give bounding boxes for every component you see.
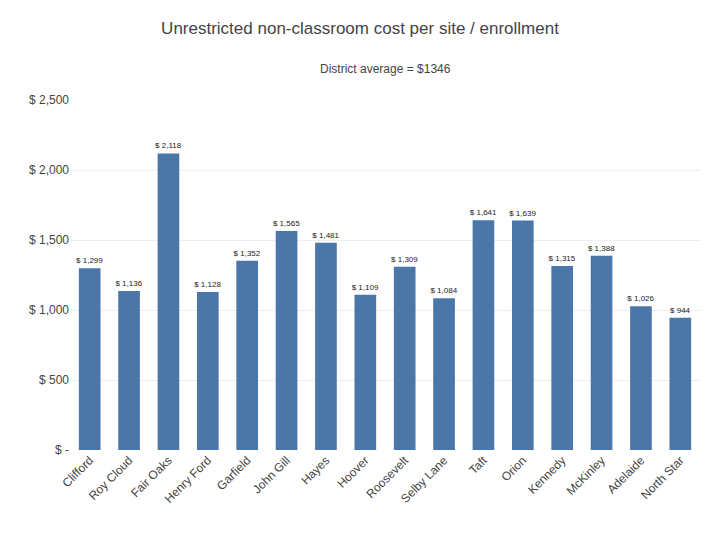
svg-text:$ 1,500: $ 1,500: [29, 233, 69, 247]
svg-text:$ -: $ -: [55, 443, 69, 457]
svg-text:$ 1,026: $ 1,026: [627, 294, 654, 303]
svg-text:$ 1,309: $ 1,309: [391, 255, 418, 264]
svg-text:Roosevelt: Roosevelt: [363, 453, 411, 501]
svg-text:$ 1,388: $ 1,388: [588, 244, 615, 253]
svg-text:North Star: North Star: [638, 453, 687, 502]
svg-text:$ 2,118: $ 2,118: [155, 141, 182, 150]
svg-text:Orion: Orion: [499, 453, 530, 484]
svg-text:$ 1,299: $ 1,299: [76, 256, 103, 265]
svg-text:Hayes: Hayes: [298, 453, 332, 487]
svg-text:Kennedy: Kennedy: [525, 453, 568, 496]
svg-text:Selby Lane: Selby Lane: [398, 453, 451, 506]
svg-text:John Gill: John Gill: [250, 453, 293, 496]
svg-text:Adelaide: Adelaide: [604, 453, 647, 496]
svg-text:Clifford: Clifford: [59, 453, 96, 490]
svg-text:Garfield: Garfield: [214, 453, 254, 493]
svg-text:Henry Ford: Henry Ford: [162, 453, 214, 505]
svg-text:Hoover: Hoover: [334, 453, 371, 490]
svg-text:$ 1,128: $ 1,128: [194, 280, 221, 289]
svg-text:Taft: Taft: [466, 453, 490, 477]
svg-text:$ 500: $ 500: [39, 373, 69, 387]
svg-text:$ 1,641: $ 1,641: [470, 208, 497, 217]
svg-text:District average = $1346: District average = $1346: [320, 62, 451, 76]
svg-text:Unrestricted non-classroom cos: Unrestricted non-classroom cost per site…: [161, 19, 559, 38]
svg-text:Roy Cloud: Roy Cloud: [86, 453, 136, 503]
svg-text:$ 2,000: $ 2,000: [29, 163, 69, 177]
svg-text:$ 944: $ 944: [670, 306, 691, 315]
svg-text:McKinley: McKinley: [564, 453, 608, 497]
svg-text:Fair Oaks: Fair Oaks: [128, 453, 175, 500]
svg-text:$ 1,315: $ 1,315: [549, 254, 576, 263]
svg-text:$ 1,109: $ 1,109: [352, 283, 379, 292]
svg-text:$ 1,481: $ 1,481: [312, 231, 339, 240]
svg-text:$ 1,084: $ 1,084: [430, 286, 457, 295]
svg-text:$ 1,000: $ 1,000: [29, 303, 69, 317]
svg-text:$ 1,136: $ 1,136: [115, 279, 142, 288]
svg-text:$ 1,639: $ 1,639: [509, 209, 536, 218]
svg-text:$ 2,500: $ 2,500: [29, 93, 69, 107]
svg-text:$ 1,565: $ 1,565: [273, 219, 300, 228]
svg-text:$ 1,352: $ 1,352: [234, 249, 261, 258]
